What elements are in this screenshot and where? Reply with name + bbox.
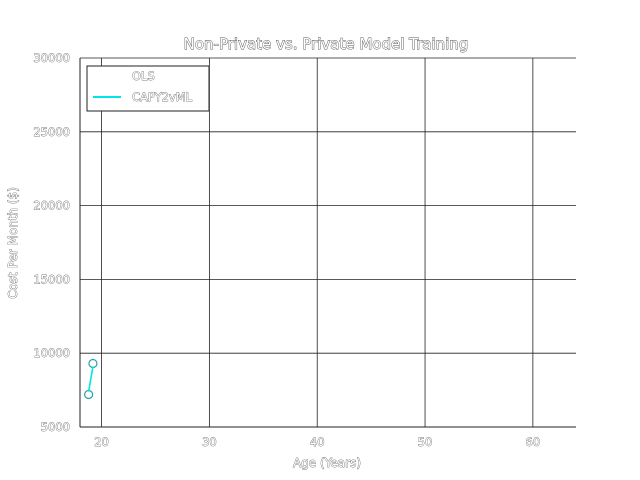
data-point xyxy=(84,389,94,400)
y-axis-label: Cost Per Month ($) xyxy=(6,187,20,299)
x-ticks: 20 30 40 50 60 xyxy=(94,435,541,450)
x-axis-label: Age (Years) xyxy=(293,456,361,470)
legend-label: OLS xyxy=(132,69,155,83)
legend-label: CAPY2vML xyxy=(132,90,193,104)
x-tick-label: 40 xyxy=(310,435,325,449)
chart-title: Non-Private vs. Private Model Training xyxy=(184,35,469,53)
y-tick-label: 15000 xyxy=(33,272,70,286)
y-tick-label: 5000 xyxy=(41,420,70,434)
legend: OLS CAPY2vML xyxy=(86,65,210,112)
y-tick-label: 10000 xyxy=(33,346,70,360)
series-line-1 xyxy=(87,366,94,392)
x-tick-label: 60 xyxy=(526,435,541,449)
x-tick-label: 20 xyxy=(94,435,109,449)
series-layer xyxy=(84,358,98,400)
y-tick-label: 20000 xyxy=(33,199,70,213)
y-ticks: 5000 10000 15000 20000 25000 30000 xyxy=(33,51,70,435)
y-tick-label: 25000 xyxy=(33,125,70,139)
x-tick-label: 30 xyxy=(202,435,217,449)
axes xyxy=(79,58,576,428)
grid xyxy=(80,57,576,428)
data-point xyxy=(88,358,98,369)
y-tick-label: 30000 xyxy=(33,51,70,65)
legend-box xyxy=(86,65,210,112)
x-tick-label: 50 xyxy=(418,435,433,449)
